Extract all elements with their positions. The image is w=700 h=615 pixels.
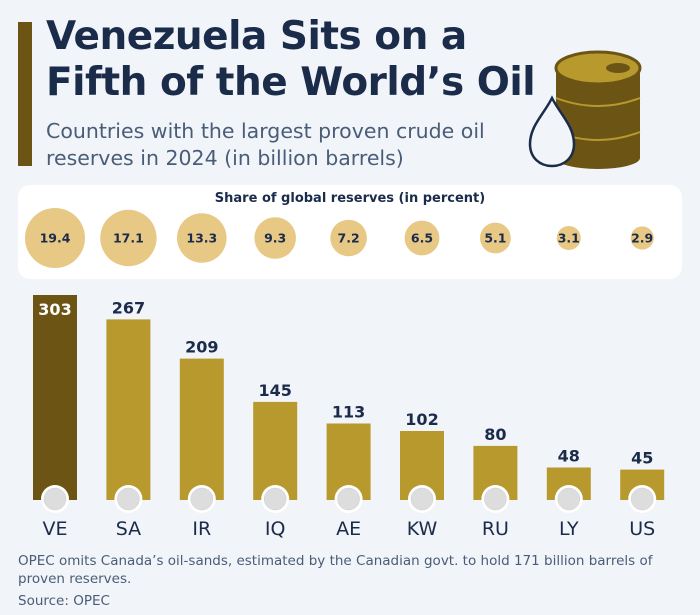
value-label: 48 [558, 447, 580, 466]
share-bubble [630, 226, 654, 250]
chart-subtitle: Countries with the largest proven crude … [46, 119, 485, 170]
value-label: 102 [405, 410, 438, 429]
flag-icon-inner [190, 487, 214, 511]
category-label: LY [559, 518, 579, 540]
share-bubble [25, 208, 85, 268]
category-label: US [629, 518, 655, 540]
category-label: SA [116, 518, 141, 540]
value-label: 145 [258, 381, 291, 400]
bar [106, 319, 151, 500]
share-label: 2.9 [631, 231, 653, 246]
share-bubble [404, 220, 440, 256]
share-bubble [330, 219, 367, 257]
category-label: RU [482, 518, 509, 540]
value-label: 80 [484, 425, 506, 444]
title-accent-bar [18, 22, 32, 166]
flag-icon-inner [43, 487, 67, 511]
bar [253, 401, 298, 500]
share-bubble [480, 222, 511, 254]
flag-icon-inner [484, 487, 507, 511]
share-label: 6.5 [411, 231, 433, 246]
share-panel-title: Share of global reserves (in percent) [214, 191, 486, 206]
barrel-icon [528, 50, 642, 169]
flag-icon-inner [410, 487, 434, 511]
oil-drop-icon [528, 95, 576, 168]
flag-icon-inner [557, 487, 581, 511]
category-label: AE [336, 518, 361, 540]
flag-icon-inner [263, 487, 287, 511]
share-label: 9.3 [264, 231, 286, 246]
share-label: 7.2 [338, 231, 360, 246]
share-label: 13.3 [186, 231, 217, 246]
category-label: KW [407, 518, 438, 540]
share-bubble [254, 217, 296, 259]
category-label: IR [192, 518, 211, 540]
chart-title: Venezuela Sits on a Fifth of the World’s… [46, 14, 536, 105]
share-label: 19.4 [40, 231, 71, 246]
share-bubble [177, 213, 227, 263]
source-note: Source: OPEC [18, 593, 110, 609]
bar-chart: 19.4 303 VE 17.1 267 SA 13.3 209 IR 9.3 145 IQ 7.2 11… [25, 208, 665, 540]
value-label: 267 [112, 298, 145, 317]
value-label: 113 [332, 403, 365, 422]
share-bubble [556, 226, 581, 250]
category-label: VE [42, 518, 67, 540]
flag-icon-inner [630, 487, 654, 511]
flag-icon-inner [117, 487, 140, 511]
footnote: OPEC omits Canada’s oil-sands, estimated… [18, 553, 653, 587]
category-label: IQ [265, 518, 286, 540]
share-label: 17.1 [113, 231, 144, 246]
share-bubble [100, 209, 157, 267]
value-label: 303 [38, 300, 71, 319]
share-label: 3.1 [558, 231, 580, 246]
bar [33, 295, 77, 500]
bar [179, 358, 224, 500]
share-label: 5.1 [484, 231, 506, 246]
flag-icon-inner [337, 487, 360, 511]
value-label: 45 [631, 449, 653, 468]
value-label: 209 [185, 338, 218, 357]
